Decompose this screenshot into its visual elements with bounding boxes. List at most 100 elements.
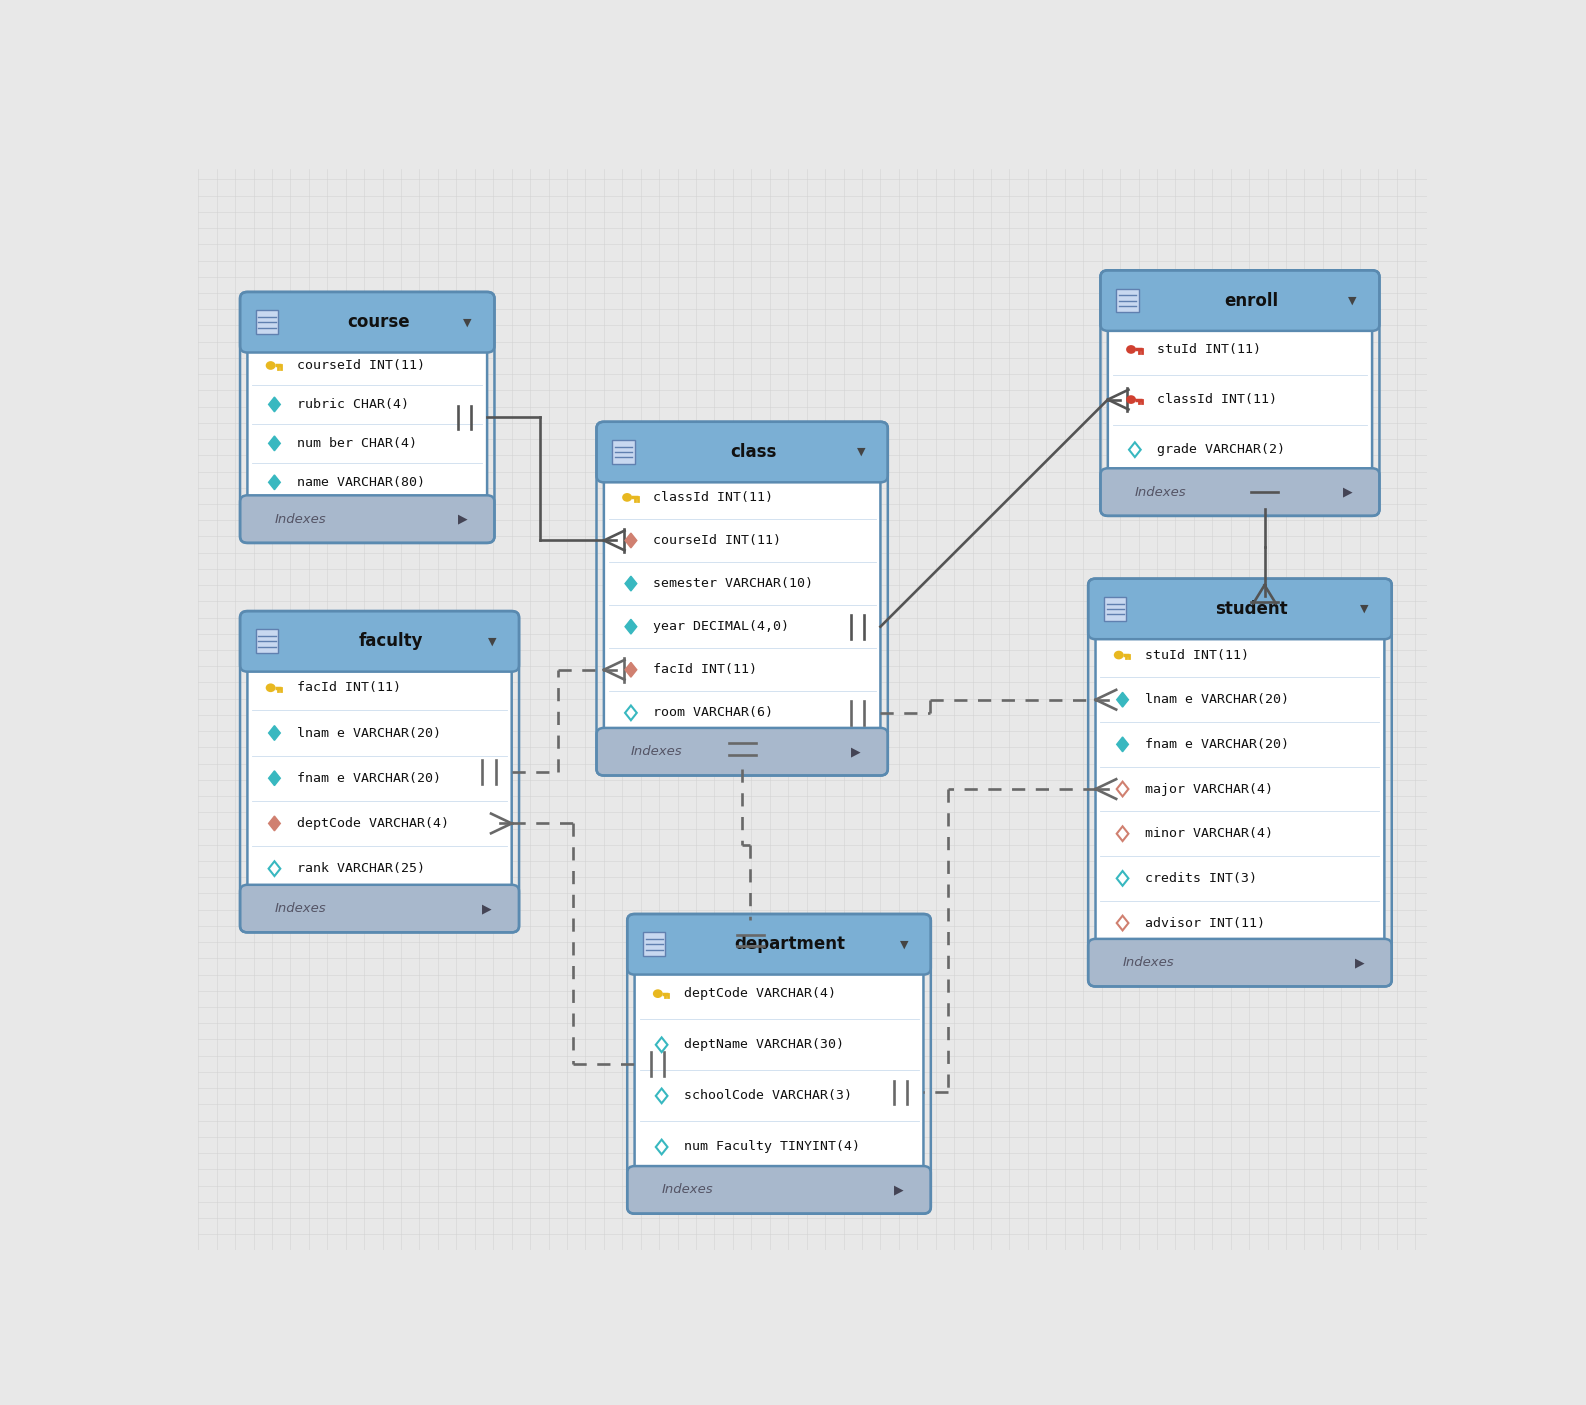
Bar [634, 920, 923, 968]
Text: schoolCode VARCHAR(3): schoolCode VARCHAR(3) [684, 1089, 852, 1103]
Text: minor VARCHAR(4): minor VARCHAR(4) [1145, 828, 1272, 840]
FancyBboxPatch shape [1101, 468, 1380, 516]
Text: credits INT(3): credits INT(3) [1145, 873, 1256, 885]
Circle shape [1126, 395, 1136, 403]
Circle shape [1126, 346, 1136, 354]
Bar [255, 629, 278, 653]
Text: course: course [347, 313, 409, 332]
FancyBboxPatch shape [626, 1166, 931, 1214]
FancyBboxPatch shape [1096, 584, 1385, 981]
Bar [604, 735, 880, 769]
Text: ▶: ▶ [1343, 486, 1353, 499]
Text: ▼: ▼ [1361, 604, 1369, 614]
Bar [247, 891, 512, 926]
Text: num Faculty TINYINT(4): num Faculty TINYINT(4) [684, 1141, 860, 1154]
Circle shape [622, 493, 633, 502]
Bar [255, 311, 278, 334]
Text: classId INT(11): classId INT(11) [1158, 393, 1277, 406]
Text: year DECIMAL(4,0): year DECIMAL(4,0) [653, 620, 790, 634]
Polygon shape [625, 620, 636, 634]
Text: lnam e VARCHAR(20): lnam e VARCHAR(20) [1145, 693, 1289, 707]
Text: ▼: ▼ [856, 447, 864, 457]
Text: faculty: faculty [358, 632, 423, 651]
Text: deptCode VARCHAR(4): deptCode VARCHAR(4) [297, 816, 449, 830]
Text: courseId INT(11): courseId INT(11) [653, 534, 780, 547]
Text: ▼: ▼ [1348, 295, 1356, 305]
Text: deptCode VARCHAR(4): deptCode VARCHAR(4) [684, 988, 836, 1000]
Text: facId INT(11): facId INT(11) [653, 663, 757, 676]
Text: Indexes: Indexes [661, 1183, 714, 1197]
FancyBboxPatch shape [596, 728, 888, 776]
FancyBboxPatch shape [1101, 270, 1380, 330]
Bar [1096, 584, 1385, 632]
Polygon shape [1117, 693, 1128, 707]
Polygon shape [268, 816, 281, 830]
Circle shape [1113, 651, 1124, 659]
Bar [1107, 475, 1372, 510]
FancyBboxPatch shape [1088, 939, 1393, 986]
Bar [1117, 288, 1139, 312]
Text: Indexes: Indexes [274, 513, 327, 525]
Text: ▼: ▼ [463, 318, 471, 327]
Bar [1096, 946, 1385, 981]
Text: deptName VARCHAR(30): deptName VARCHAR(30) [684, 1038, 844, 1051]
FancyBboxPatch shape [1107, 277, 1372, 510]
FancyBboxPatch shape [1088, 579, 1393, 639]
Bar [634, 1173, 923, 1207]
Text: student: student [1215, 600, 1288, 618]
Polygon shape [625, 662, 636, 677]
Text: ▶: ▶ [458, 513, 468, 525]
Circle shape [653, 989, 663, 998]
Text: courseId INT(11): courseId INT(11) [297, 360, 425, 372]
Polygon shape [1117, 738, 1128, 752]
FancyBboxPatch shape [247, 618, 512, 926]
Polygon shape [268, 475, 281, 490]
Text: ▼: ▼ [488, 636, 496, 646]
FancyBboxPatch shape [239, 496, 495, 542]
Text: classId INT(11): classId INT(11) [653, 490, 772, 504]
FancyBboxPatch shape [239, 611, 519, 672]
FancyBboxPatch shape [247, 298, 487, 537]
FancyBboxPatch shape [626, 915, 931, 975]
Text: advisor INT(11): advisor INT(11) [1145, 916, 1264, 930]
Text: grade VARCHAR(2): grade VARCHAR(2) [1158, 443, 1285, 457]
FancyBboxPatch shape [239, 292, 495, 353]
Polygon shape [268, 436, 281, 451]
FancyBboxPatch shape [634, 920, 923, 1207]
Text: ▶: ▶ [895, 1183, 904, 1197]
Polygon shape [268, 725, 281, 740]
Text: lnam e VARCHAR(20): lnam e VARCHAR(20) [297, 726, 441, 739]
Text: Indexes: Indexes [1123, 957, 1174, 969]
Text: enroll: enroll [1224, 292, 1278, 309]
Text: name VARCHAR(80): name VARCHAR(80) [297, 476, 425, 489]
Text: major VARCHAR(4): major VARCHAR(4) [1145, 783, 1272, 795]
Text: ▶: ▶ [852, 745, 861, 759]
Bar [247, 618, 512, 665]
Bar [247, 298, 487, 346]
Text: stuId INT(11): stuId INT(11) [1158, 343, 1261, 355]
Bar [1104, 597, 1126, 621]
Bar [604, 429, 880, 476]
Text: num ber CHAR(4): num ber CHAR(4) [297, 437, 417, 450]
Bar [644, 933, 666, 957]
Text: ▶: ▶ [482, 902, 492, 915]
FancyBboxPatch shape [239, 885, 519, 933]
Text: class: class [730, 443, 777, 461]
Text: Indexes: Indexes [1136, 486, 1186, 499]
Text: ▼: ▼ [899, 940, 909, 950]
Text: department: department [734, 936, 845, 953]
Polygon shape [625, 532, 636, 548]
Text: fnam e VARCHAR(20): fnam e VARCHAR(20) [1145, 738, 1289, 750]
Text: semester VARCHAR(10): semester VARCHAR(10) [653, 577, 814, 590]
Polygon shape [625, 576, 636, 592]
FancyBboxPatch shape [604, 429, 880, 769]
Text: rubric CHAR(4): rubric CHAR(4) [297, 398, 409, 410]
Text: Indexes: Indexes [631, 745, 682, 759]
Text: Indexes: Indexes [274, 902, 327, 915]
Text: room VARCHAR(6): room VARCHAR(6) [653, 707, 772, 719]
Bar [1107, 277, 1372, 325]
Circle shape [266, 683, 276, 693]
Text: rank VARCHAR(25): rank VARCHAR(25) [297, 863, 425, 875]
Text: facId INT(11): facId INT(11) [297, 681, 401, 694]
Polygon shape [268, 398, 281, 412]
